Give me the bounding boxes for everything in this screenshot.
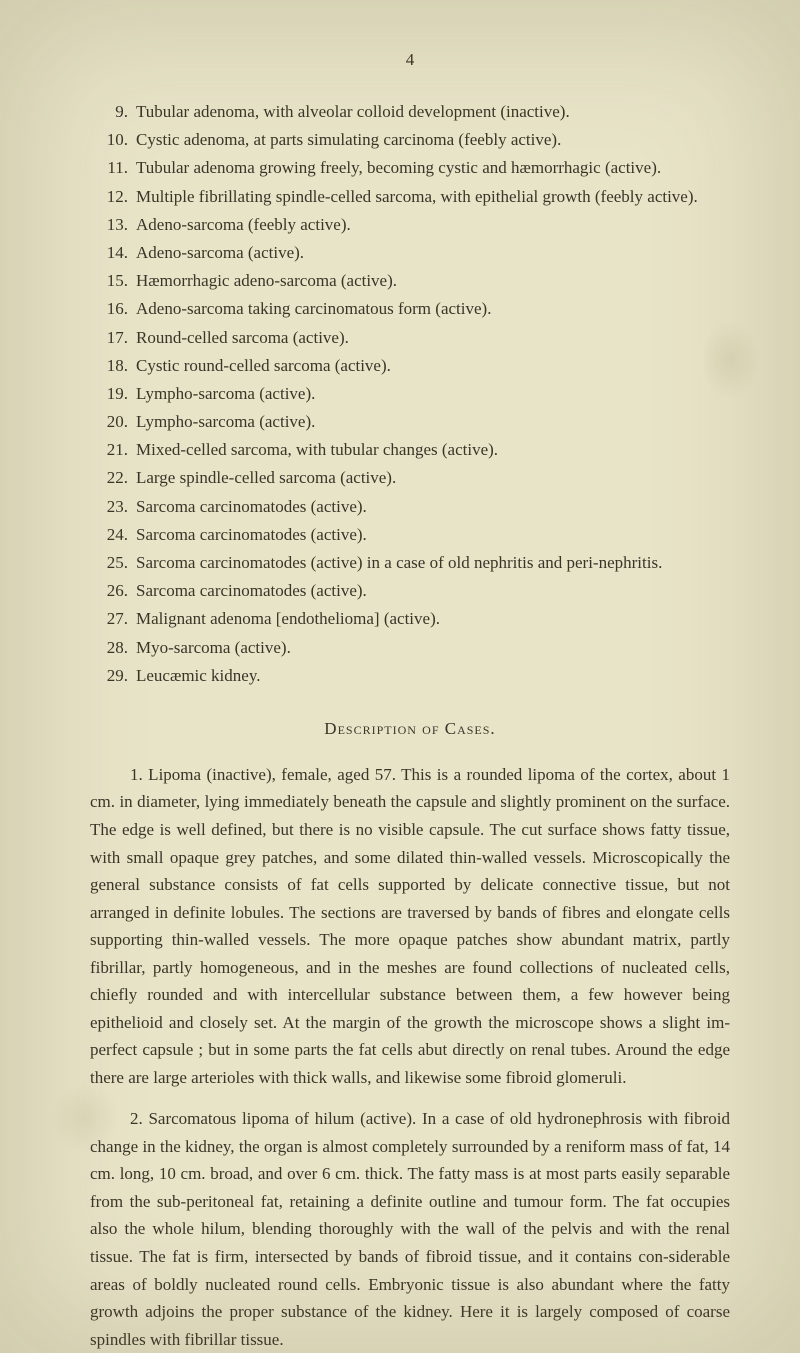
list-number: 17. — [90, 324, 136, 351]
list-text: Adeno-sarcoma (feebly active). — [136, 211, 730, 238]
list-item: 26. Sarcoma carcinomatodes (active). — [90, 577, 730, 604]
list-item: 22. Large spindle-celled sarcoma (active… — [90, 464, 730, 491]
list-text: Lympho-sarcoma (active). — [136, 380, 730, 407]
list-text: Sarcoma carcinomatodes (active). — [136, 577, 730, 604]
list-number: 24. — [90, 521, 136, 548]
list-number: 21. — [90, 436, 136, 463]
list-number: 13. — [90, 211, 136, 238]
list-number: 20. — [90, 408, 136, 435]
list-item: 24. Sarcoma carcinomatodes (active). — [90, 521, 730, 548]
document-page: 4 9. Tubular adenoma, with alveolar coll… — [0, 0, 800, 1353]
list-number: 11. — [90, 154, 136, 181]
list-text: Leucæmic kidney. — [136, 662, 730, 689]
list-number: 10. — [90, 126, 136, 153]
list-item: 17. Round-celled sarcoma (active). — [90, 324, 730, 351]
list-text: Sarcoma carcinomatodes (active) in a cas… — [136, 549, 730, 576]
list-number: 25. — [90, 549, 136, 576]
list-number: 22. — [90, 464, 136, 491]
list-number: 9. — [90, 98, 136, 125]
list-number: 28. — [90, 634, 136, 661]
list-text: Cystic adenoma, at parts simulating carc… — [136, 126, 730, 153]
list-text: Adeno-sarcoma (active). — [136, 239, 730, 266]
list-text: Sarcoma carcinomatodes (active). — [136, 493, 730, 520]
list-text: Hæmorrhagic adeno-sarcoma (active). — [136, 267, 730, 294]
list-number: 16. — [90, 295, 136, 322]
list-item: 15. Hæmorrhagic adeno-sarcoma (active). — [90, 267, 730, 294]
list-number: 26. — [90, 577, 136, 604]
list-item: 19. Lympho-sarcoma (active). — [90, 380, 730, 407]
list-item: 13. Adeno-sarcoma (feebly active). — [90, 211, 730, 238]
list-item: 16. Adeno-sarcoma taking carcinomatous f… — [90, 295, 730, 322]
list-number: 18. — [90, 352, 136, 379]
page-number: 4 — [90, 50, 730, 70]
section-heading: Description of Cases. — [90, 719, 730, 739]
list-number: 15. — [90, 267, 136, 294]
list-text: Tubular adenoma growing freely, becoming… — [136, 154, 730, 181]
list-number: 29. — [90, 662, 136, 689]
list-item: 25. Sarcoma carcinomatodes (active) in a… — [90, 549, 730, 576]
list-item: 20. Lympho-sarcoma (active). — [90, 408, 730, 435]
list-text: Round-celled sarcoma (active). — [136, 324, 730, 351]
list-text: Large spindle-celled sarcoma (active). — [136, 464, 730, 491]
list-text: Lympho-sarcoma (active). — [136, 408, 730, 435]
list-item: 12. Multiple fibrillating spindle-celled… — [90, 183, 730, 210]
list-item: 14. Adeno-sarcoma (active). — [90, 239, 730, 266]
list-number: 27. — [90, 605, 136, 632]
case-paragraph: 2. Sarcomatous lipoma of hilum (active).… — [90, 1105, 730, 1353]
list-item: 29. Leucæmic kidney. — [90, 662, 730, 689]
list-text: Myo-sarcoma (active). — [136, 634, 730, 661]
list-item: 28. Myo-sarcoma (active). — [90, 634, 730, 661]
list-item: 23. Sarcoma carcinomatodes (active). — [90, 493, 730, 520]
list-number: 14. — [90, 239, 136, 266]
list-item: 18. Cystic round-celled sarcoma (active)… — [90, 352, 730, 379]
list-number: 12. — [90, 183, 136, 210]
list-text: Cystic round-celled sarcoma (active). — [136, 352, 730, 379]
list-text: Sarcoma carcinomatodes (active). — [136, 521, 730, 548]
list-number: 19. — [90, 380, 136, 407]
list-text: Adeno-sarcoma taking carcinomatous form … — [136, 295, 730, 322]
list-item: 9. Tubular adenoma, with alveolar colloi… — [90, 98, 730, 125]
list-item: 10. Cystic adenoma, at parts simulating … — [90, 126, 730, 153]
case-paragraph: 1. Lipoma (inactive), female, aged 57. T… — [90, 761, 730, 1091]
list-text: Mixed-celled sarcoma, with tubular chang… — [136, 436, 730, 463]
list-text: Malignant adenoma [endothelioma] (active… — [136, 605, 730, 632]
list-item: 21. Mixed-celled sarcoma, with tubular c… — [90, 436, 730, 463]
list-item: 27. Malignant adenoma [endothelioma] (ac… — [90, 605, 730, 632]
list-number: 23. — [90, 493, 136, 520]
list-text: Tubular adenoma, with alveolar colloid d… — [136, 98, 730, 125]
numbered-list: 9. Tubular adenoma, with alveolar colloi… — [90, 98, 730, 689]
list-text: Multiple fibrillating spindle-celled sar… — [136, 183, 730, 210]
list-item: 11. Tubular adenoma growing freely, beco… — [90, 154, 730, 181]
